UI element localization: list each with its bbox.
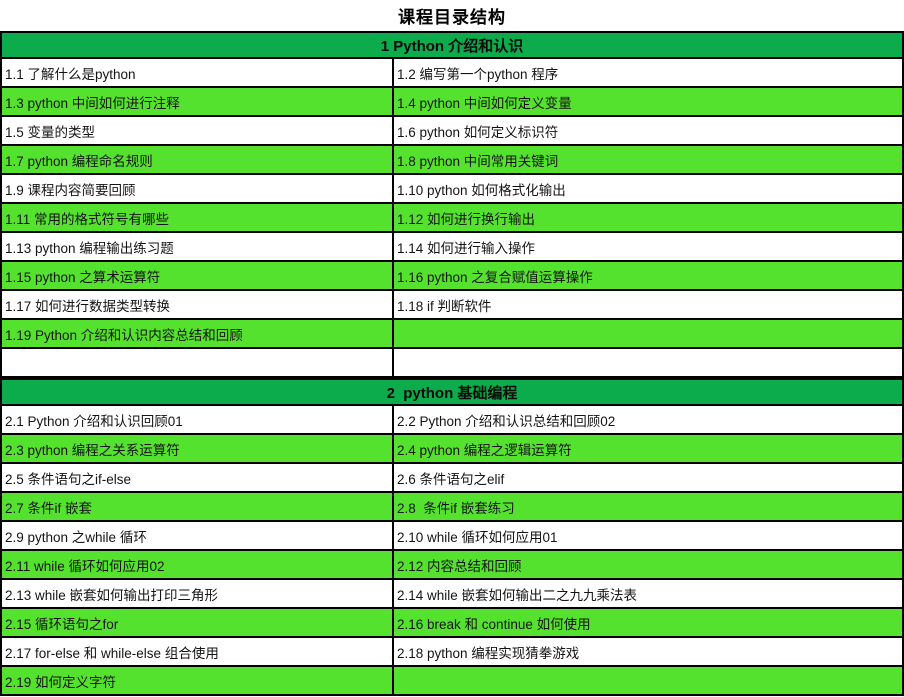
lesson-cell — [2, 349, 394, 376]
table-row: 2.5 条件语句之if-else 2.6 条件语句之elif — [2, 464, 902, 493]
page-title: 课程目录结构 — [398, 8, 506, 27]
table-row: 1.5 变量的类型 1.6 python 如何定义标识符 — [2, 117, 902, 146]
lesson-cell: 1.15 python 之算术运算符 — [2, 262, 394, 289]
lesson-cell: 2.3 python 编程之关系运算符 — [2, 435, 394, 462]
lesson-cell — [394, 349, 902, 376]
table-row: 2.3 python 编程之关系运算符 2.4 python 编程之逻辑运算符 — [2, 435, 902, 464]
table-row: 2.7 条件if 嵌套 2.8 条件if 嵌套练习 — [2, 493, 902, 522]
table-row: 1.13 python 编程输出练习题 1.14 如何进行输入操作 — [2, 233, 902, 262]
table-row: 1.3 python 中间如何进行注释 1.4 python 中间如何定义变量 — [2, 88, 902, 117]
lesson-cell: 2.5 条件语句之if-else — [2, 464, 394, 491]
lesson-cell: 2.4 python 编程之逻辑运算符 — [397, 442, 572, 458]
table-row: 1.7 python 编程命名规则 1.8 python 中间常用关键词 — [2, 146, 902, 175]
table-row: 2.13 while 嵌套如何输出打印三角形 2.14 while 嵌套如何输出二… — [2, 580, 902, 609]
lesson-cell: 2.15 循环语句之for — [2, 609, 394, 636]
lesson-cell: 2.14 while 嵌套如何输出二之九九乘法表 — [397, 587, 638, 603]
table-row: 2.9 python 之while 循环 2.10 while 循环如何应用01 — [2, 522, 902, 551]
lesson-cell: 1.9 课程内容简要回顾 — [2, 175, 394, 202]
lesson-cell: 1.19 Python 介绍和认识内容总结和回顾 — [2, 320, 394, 347]
section-header: 2 python 基础编程 — [2, 378, 902, 406]
table-row: 1.1 了解什么是python 1.2 编写第一个python 程序 — [2, 59, 902, 88]
table-row: 2.1 Python 介绍和认识回顾01 2.2 Python 介绍和认识总结和回… — [2, 406, 902, 435]
lesson-cell: 1.2 编写第一个python 程序 — [397, 66, 559, 82]
lesson-cell: 2.2 Python 介绍和认识总结和回顾02 — [397, 413, 616, 429]
lesson-cell: 2.17 for-else 和 while-else 组合使用 — [2, 638, 394, 665]
table-row — [2, 349, 902, 378]
lesson-cell: 2.11 while 循环如何应用02 — [2, 551, 394, 578]
lesson-cell: 2.9 python 之while 循环 — [2, 522, 394, 549]
lesson-cell: 1.6 python 如何定义标识符 — [397, 124, 559, 140]
lesson-cell: 2.6 条件语句之elif — [397, 471, 505, 487]
table-row: 2.15 循环语句之for 2.16 break 和 continue 如何使用 — [2, 609, 902, 638]
lesson-cell: 1.16 python 之复合赋值运算操作 — [397, 269, 593, 285]
table-row: 1.11 常用的格式符号有哪些 1.12 如何进行换行输出 — [2, 204, 902, 233]
lesson-cell: 1.18 if 判断软件 — [397, 298, 492, 314]
table-row: 2.11 while 循环如何应用02 2.12 内容总结和回顾 — [2, 551, 902, 580]
table-row: 2.17 for-else 和 while-else 组合使用 2.18 pyth… — [2, 638, 902, 667]
lesson-cell: 2.18 python 编程实现猜拳游戏 — [397, 645, 580, 661]
lesson-cell: 2.7 条件if 嵌套 — [2, 493, 394, 520]
lesson-cell: 1.7 python 编程命名规则 — [2, 146, 394, 173]
lesson-cell: 1.3 python 中间如何进行注释 — [2, 88, 394, 115]
lesson-cell: 1.17 如何进行数据类型转换 — [2, 291, 394, 318]
lesson-cell: 1.5 变量的类型 — [2, 117, 394, 144]
table-row: 1.15 python 之算术运算符 1.16 python 之复合赋值运算操作 — [2, 262, 902, 291]
lesson-cell: 2.8 条件if 嵌套练习 — [397, 500, 515, 516]
lesson-cell: 1.13 python 编程输出练习题 — [2, 233, 394, 260]
section-header: 1 Python 介绍和认识 — [2, 31, 902, 59]
table-row: 1.9 课程内容简要回顾 1.10 python 如何格式化输出 — [2, 175, 902, 204]
lesson-cell: 2.19 如何定义字符 — [2, 667, 394, 694]
lesson-cell: 2.16 break 和 continue 如何使用 — [397, 616, 591, 632]
lesson-cell — [394, 320, 902, 347]
lesson-cell: 2.13 while 嵌套如何输出打印三角形 — [2, 580, 394, 607]
lesson-cell: 2.12 内容总结和回顾 — [397, 558, 522, 574]
table-row: 1.19 Python 介绍和认识内容总结和回顾 — [2, 320, 902, 349]
lesson-cell — [394, 667, 902, 694]
table-row: 2.19 如何定义字符 — [2, 667, 902, 696]
table-row: 1.17 如何进行数据类型转换 1.18 if 判断软件 — [2, 291, 902, 320]
lesson-cell: 1.11 常用的格式符号有哪些 — [2, 204, 394, 231]
lesson-cell: 2.1 Python 介绍和认识回顾01 — [2, 406, 394, 433]
lesson-cell: 2.10 while 循环如何应用01 — [397, 529, 558, 545]
lesson-cell: 1.4 python 中间如何定义变量 — [397, 95, 572, 111]
lesson-cell: 1.10 python 如何格式化输出 — [397, 182, 566, 198]
lesson-cell: 1.12 如何进行换行输出 — [397, 211, 536, 227]
course-catalog-table: 1 Python 介绍和认识 1.1 了解什么是python 1.2 编写第一个py… — [0, 31, 904, 696]
lesson-cell: 1.1 了解什么是python — [2, 59, 394, 86]
lesson-cell: 1.14 如何进行输入操作 — [397, 240, 536, 256]
lesson-cell: 1.8 python 中间常用关键词 — [397, 153, 559, 169]
